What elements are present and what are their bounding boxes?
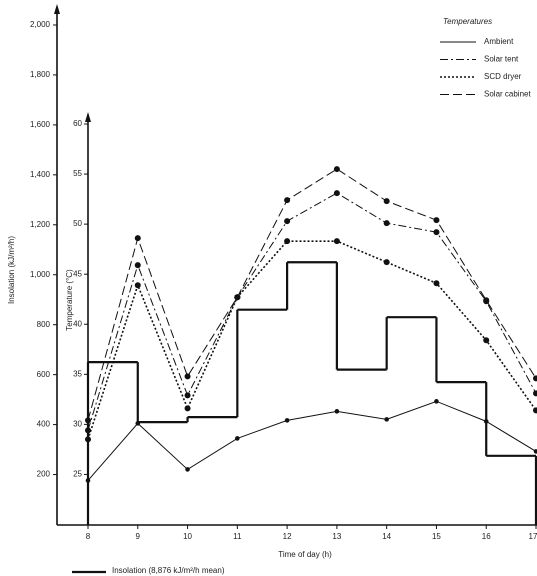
point (134, 235, 141, 242)
point (185, 467, 190, 472)
series-line (87, 400, 537, 481)
arrow (54, 4, 60, 14)
x-axis-label: Time of day (h) (278, 550, 332, 559)
arrow (85, 112, 91, 122)
point (433, 217, 440, 224)
series-line (87, 192, 537, 431)
x-tick-label: 8 (86, 532, 91, 541)
point (533, 407, 537, 414)
legend-label: Solar cabinet (484, 90, 531, 99)
point (383, 198, 390, 205)
point (383, 259, 390, 266)
y2-tick-label: 50 (73, 219, 82, 228)
point (483, 337, 490, 344)
point (333, 190, 340, 197)
point (284, 218, 291, 225)
y2-tick-label: 35 (73, 369, 82, 378)
point (284, 197, 291, 204)
y-tick-label: 1,800 (30, 70, 51, 79)
y-tick-label: 600 (37, 370, 51, 379)
point (333, 238, 340, 245)
series-line (87, 168, 537, 421)
point (433, 229, 440, 236)
y2-tick-label: 30 (73, 419, 82, 428)
point (433, 280, 440, 287)
point (383, 220, 390, 227)
point (333, 166, 340, 173)
y-tick-label: 400 (37, 420, 51, 429)
x-tick-label: 16 (482, 532, 491, 541)
point (334, 409, 340, 414)
point (533, 449, 537, 454)
y-tick-label: 2,000 (30, 20, 51, 29)
y-tick-label: 1,400 (30, 170, 51, 179)
legend-label: Solar tent (484, 55, 519, 64)
x-tick-label: 14 (382, 532, 391, 541)
point (85, 436, 91, 443)
point (533, 390, 537, 397)
series-line (87, 240, 537, 440)
y-tick-label: 800 (37, 320, 51, 329)
point (483, 419, 489, 424)
point (234, 294, 241, 301)
point (434, 399, 439, 404)
x-tick-label: 10 (183, 532, 192, 541)
y-tick-label: 1,000 (30, 270, 51, 279)
point (184, 405, 191, 412)
x-tick-label: 17 (529, 532, 537, 541)
y-tick-label: 1,600 (30, 120, 51, 129)
point (483, 297, 490, 304)
point (235, 436, 240, 441)
y2-axis-label: Temperature (°C) (65, 269, 74, 331)
x-tick-label: 12 (283, 532, 292, 541)
y2-tick-label: 60 (73, 119, 82, 128)
legend-title: Temperatures (443, 17, 492, 26)
point (184, 373, 191, 380)
point (85, 427, 91, 434)
y2-tick-label: 25 (73, 470, 82, 479)
point (85, 417, 91, 424)
x-tick-label: 15 (432, 532, 441, 541)
x-tick-label: 9 (136, 532, 141, 541)
point (184, 392, 191, 399)
point (384, 417, 389, 422)
y2-tick-label: 45 (73, 269, 82, 278)
y-axis-label: Insolation (kJ/m²/h) (7, 236, 16, 304)
point (284, 238, 291, 245)
point (135, 421, 141, 426)
x-tick-label: 13 (332, 532, 341, 541)
point (134, 262, 141, 269)
point (134, 282, 141, 289)
point (533, 375, 537, 382)
legend-label: Insolation (8,876 kJ/m²/h mean) (112, 566, 225, 575)
point (85, 478, 91, 483)
y2-tick-label: 40 (73, 319, 82, 328)
legend-label: Ambient (484, 37, 514, 46)
y-tick-label: 1,200 (30, 220, 51, 229)
y2-tick-label: 55 (73, 169, 82, 178)
y-tick-label: 200 (37, 470, 51, 479)
legend-label: SCD dryer (484, 72, 522, 81)
x-tick-label: 11 (233, 532, 242, 541)
point (284, 418, 290, 423)
